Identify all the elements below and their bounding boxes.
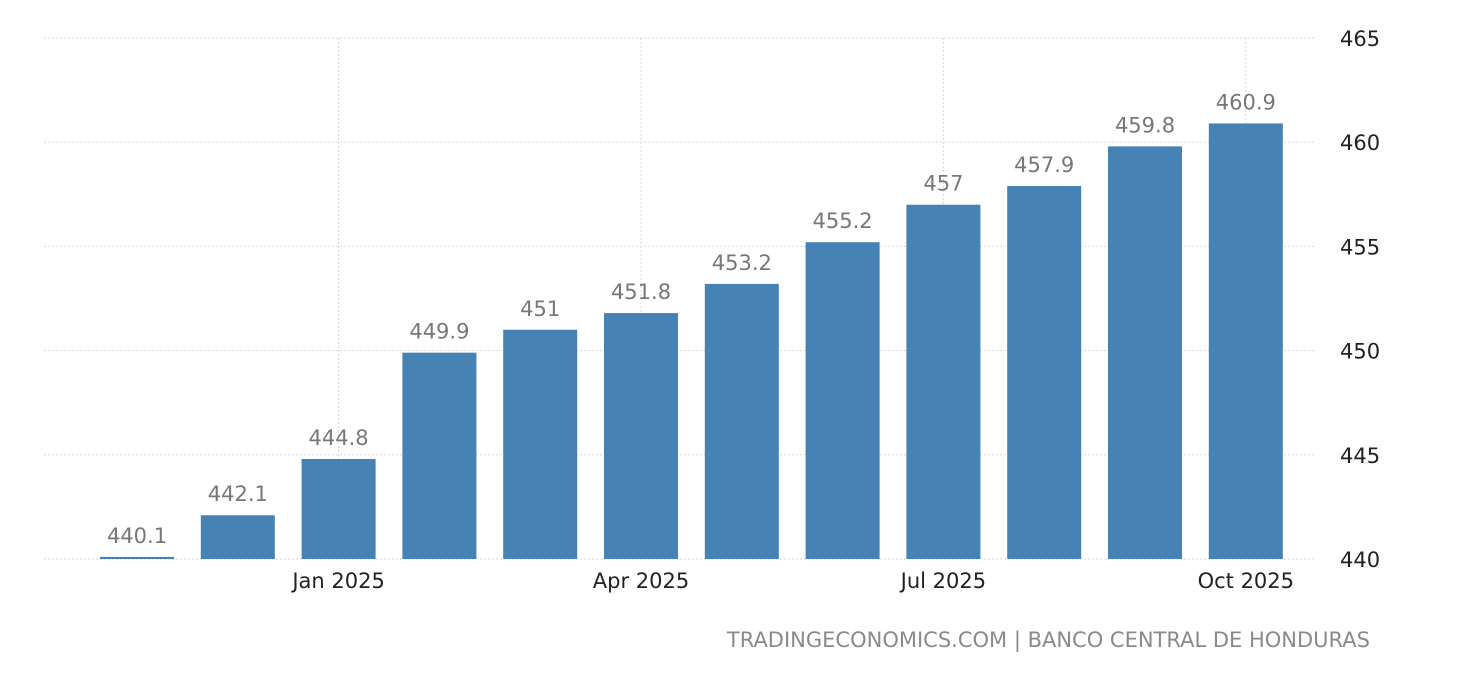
data-label: 440.1 <box>107 524 167 548</box>
data-label: 453.2 <box>712 251 772 275</box>
bar-nov-2024 <box>100 556 174 559</box>
y-axis: 440 445 450 455 460 465 <box>1340 27 1380 572</box>
x-tick-label: Oct 2025 <box>1198 569 1294 593</box>
y-tick-label: 465 <box>1340 27 1380 51</box>
bar-aug-2025 <box>1007 185 1082 560</box>
bar-apr-2025 <box>604 313 678 559</box>
data-labels: 440.1 442.1 444.8 449.9 451 451.8 453.2 455.2 45… <box>107 90 1276 547</box>
data-label: 451 <box>520 297 560 321</box>
bar-oct-2025 <box>1208 123 1283 559</box>
bar-may-2025 <box>704 283 779 559</box>
data-label: 444.8 <box>309 426 369 450</box>
data-label: 455.2 <box>813 209 873 233</box>
y-tick-label: 440 <box>1340 548 1380 572</box>
x-axis: Jan 2025 Apr 2025 Jul 2025 Oct 2025 <box>290 569 1294 593</box>
bar-sep-2025 <box>1108 146 1182 560</box>
data-label: 442.1 <box>208 482 268 506</box>
data-label: 459.8 <box>1115 113 1175 137</box>
y-tick-label: 450 <box>1340 340 1380 364</box>
source-attribution: TRADINGECONOMICS.COM | BANCO CENTRAL DE … <box>726 628 1370 652</box>
bar-jul-2025 <box>906 204 981 559</box>
data-label: 451.8 <box>611 280 671 304</box>
y-tick-label: 460 <box>1340 131 1380 155</box>
x-tick-label: Jul 2025 <box>899 569 986 593</box>
bars <box>100 123 1283 560</box>
x-tick-label: Jan 2025 <box>290 569 385 593</box>
x-tick-label: Apr 2025 <box>593 569 689 593</box>
data-label: 460.9 <box>1216 90 1276 114</box>
data-label: 457 <box>923 172 963 196</box>
data-label: 457.9 <box>1014 153 1074 177</box>
bar-mar-2025 <box>503 329 578 559</box>
data-label: 449.9 <box>409 320 469 344</box>
bar-jan-2025 <box>301 458 376 559</box>
bar-dec-2024 <box>200 515 275 559</box>
bar-feb-2025 <box>402 352 477 559</box>
y-tick-label: 445 <box>1340 444 1380 468</box>
y-tick-label: 455 <box>1340 235 1380 259</box>
bar-jun-2025 <box>805 242 880 559</box>
